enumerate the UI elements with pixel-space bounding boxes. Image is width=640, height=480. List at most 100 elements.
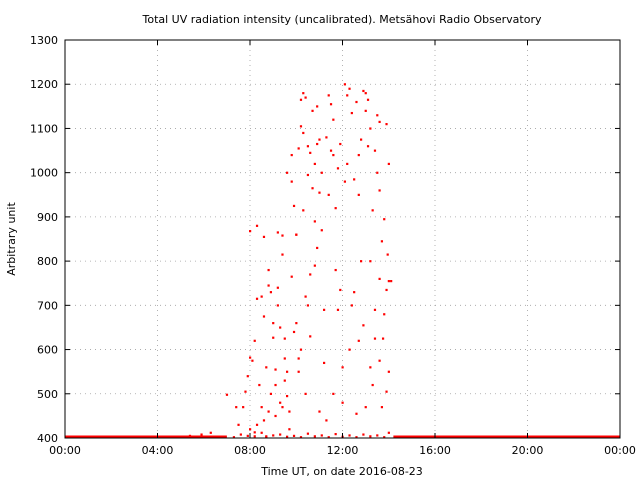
data-point [232,436,236,439]
data-point [320,434,323,437]
data-point [369,127,372,130]
data-point [237,423,240,426]
data-point [378,189,381,192]
data-point [341,366,344,369]
data-point [267,284,270,287]
y-tick-label: 1000 [30,167,58,180]
data-point [311,187,314,190]
data-point [253,435,256,438]
data-point [332,392,335,395]
y-tick-label: 500 [37,388,58,401]
data-point [290,153,293,157]
data-point [286,435,289,438]
data-point [357,193,360,196]
data-point [279,433,282,436]
data-point [323,308,326,311]
grid-lines [64,39,621,439]
data-point [262,419,266,422]
data-point [309,335,312,338]
y-axis-ticks: 400 500 600 700 800 900 1000 1100 1200 1300 [30,34,620,445]
data-point [299,436,303,439]
data-point [373,308,377,311]
data-point [369,435,372,438]
y-tick-label: 1100 [30,122,58,135]
data-point [253,339,256,342]
data-point [276,231,279,234]
data-point [327,193,330,196]
data-point [336,167,340,170]
data-point [313,220,316,223]
scatter-series [188,83,393,439]
y-tick-label: 1300 [30,34,58,47]
data-point [286,370,289,373]
data-point [360,260,363,263]
data-point [318,138,321,141]
data-point [304,392,307,395]
data-point [281,234,284,237]
data-point [385,123,388,126]
data-point [299,348,303,351]
data-point [249,428,252,431]
data-point [274,414,277,418]
data-point [290,180,293,183]
data-point [269,291,273,294]
data-point [334,433,337,436]
data-point [218,436,222,439]
data-point [281,253,284,256]
data-point [274,383,277,387]
data-point [353,291,356,294]
data-point [242,406,245,409]
data-point [320,171,323,174]
data-point [376,434,379,437]
data-point [383,218,386,221]
x-tick-label: 20:00 [512,444,544,457]
data-point [272,336,275,339]
chart-title: Total UV radiation intensity (uncalibrat… [142,13,542,26]
data-point [380,406,384,409]
data-point [260,295,263,298]
y-tick-label: 700 [37,299,58,312]
data-point [225,393,229,396]
data-point [366,145,370,148]
data-point [299,125,303,128]
data-point [385,390,388,393]
data-point [235,406,238,409]
data-point [288,410,291,413]
data-point [283,379,286,382]
y-tick-label: 900 [37,211,58,224]
data-point [364,109,367,112]
data-point [339,288,342,292]
data-point [387,431,390,434]
data-point [269,392,273,395]
data-point [334,268,337,272]
y-tick-label: 400 [37,432,58,445]
data-point [383,436,386,439]
data-point [371,383,374,387]
data-point [360,138,363,141]
data-point [387,162,390,166]
data-point [316,142,319,146]
data-point [262,315,266,318]
data-point [302,209,305,212]
data-point [357,153,360,157]
data-point [255,224,259,227]
data-point [364,406,367,409]
data-point [362,324,365,327]
data-point [350,304,353,307]
data-point [378,359,381,362]
data-point [313,264,316,267]
data-point [366,98,370,101]
x-tick-label: 08:00 [234,444,266,457]
data-point [286,394,289,398]
data-point [249,356,252,359]
data-point [343,180,347,183]
data-point [246,375,249,378]
data-point [390,280,393,283]
data-point [209,431,212,434]
data-point [279,401,282,404]
data-point [311,109,314,112]
data-point [376,171,379,174]
data-point [200,433,203,436]
data-point [376,114,379,117]
data-point [355,412,358,415]
